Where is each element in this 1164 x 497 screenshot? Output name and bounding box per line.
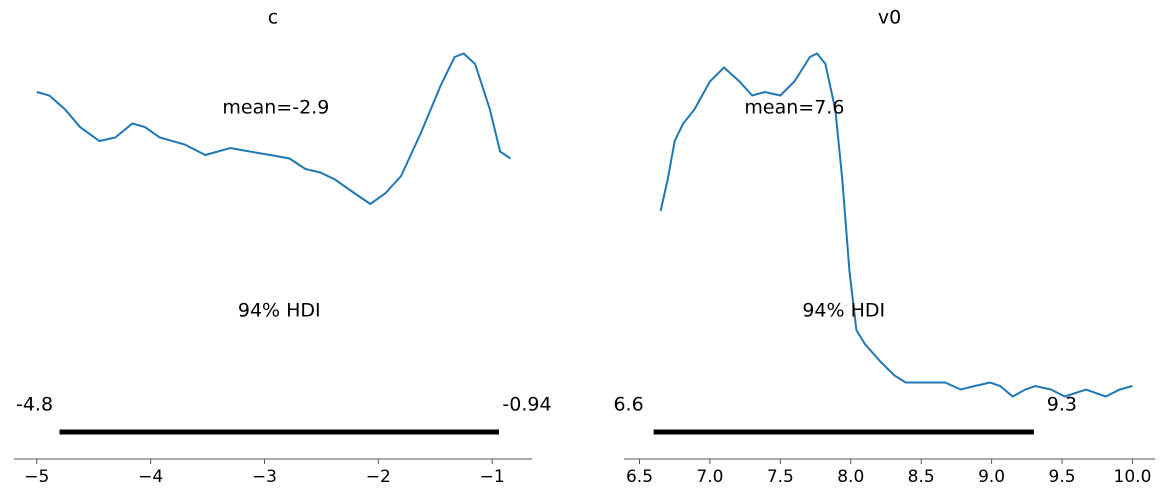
x-tick-label: 10.0 (1114, 467, 1152, 487)
subplot-title: c (268, 7, 278, 29)
subplot-title: v0 (878, 7, 901, 29)
hdi-label: 94% HDI (238, 300, 321, 322)
density-curve (659, 52, 1133, 398)
x-tick-label: −4 (138, 467, 163, 487)
x-tick-label: −1 (480, 467, 505, 487)
density-curve (36, 52, 511, 206)
hdi-low-label: -4.8 (16, 394, 53, 416)
point-estimate-label: mean=7.6 (744, 97, 844, 119)
hdi-high-label: 9.3 (1047, 394, 1077, 416)
x-tick-label: 9.5 (1049, 467, 1076, 487)
x-tick-label: −5 (24, 467, 49, 487)
x-tick-label: −3 (252, 467, 277, 487)
x-tick-label: 6.5 (626, 467, 653, 487)
x-tick-label: 8.0 (837, 467, 864, 487)
x-tick-label: 7.5 (767, 467, 794, 487)
x-tick-label: −2 (366, 467, 391, 487)
x-tick-label: 9.0 (978, 467, 1005, 487)
x-tick-label: 7.0 (696, 467, 723, 487)
hdi-low-label: 6.6 (613, 394, 643, 416)
hdi-label: 94% HDI (802, 300, 885, 322)
hdi-high-label: -0.94 (502, 394, 551, 416)
point-estimate-label: mean=-2.9 (222, 97, 329, 119)
x-tick-label: 8.5 (908, 467, 935, 487)
